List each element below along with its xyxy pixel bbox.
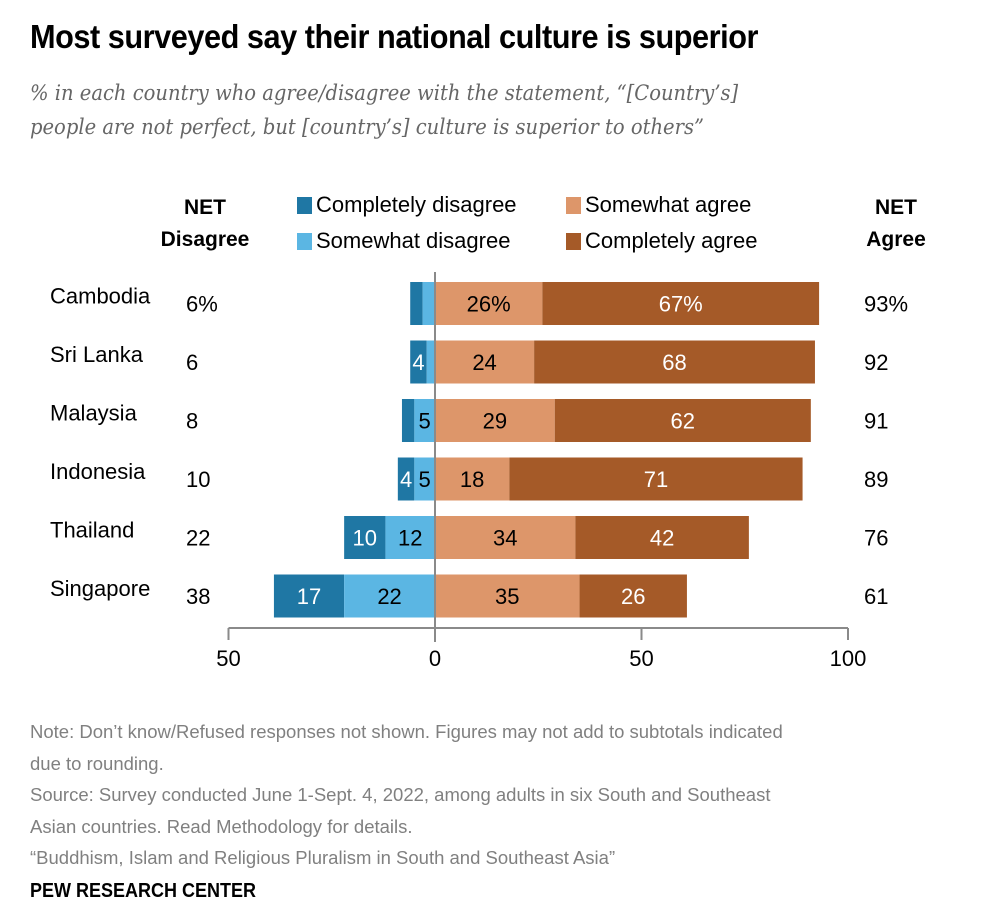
legend-label: Somewhat disagree: [316, 228, 511, 253]
note-line: Note: Don’t know/Refused responses not s…: [30, 721, 783, 742]
net-disagree-value: 6: [186, 350, 198, 375]
bar-value-label: 71: [644, 467, 668, 492]
bar-completely-agree: [579, 574, 687, 618]
notes: Note: Don’t know/Refused responses not s…: [30, 716, 980, 874]
bar-value-label: 5: [419, 409, 431, 434]
bar-somewhat-agree: [435, 282, 543, 325]
net-agree-value: 89: [864, 467, 888, 492]
chart-plot: Cambodia 6% 93%26% 67%Sri Lanka 6 924 24 68Mala…: [50, 272, 908, 671]
legend-label: Completely disagree: [316, 192, 517, 217]
chart-subtitle: % in each country who agree/disagree wit…: [30, 76, 904, 144]
bar-completely-agree: [542, 282, 820, 325]
category-label: Sri Lanka: [50, 342, 144, 367]
bar-completely-disagree: [273, 574, 345, 618]
legend-swatch-somewhat-agree: [566, 196, 581, 214]
legend-label: Completely agree: [585, 228, 758, 253]
bar-somewhat-agree: [435, 457, 510, 501]
bar-somewhat-agree: [435, 399, 555, 442]
bar-somewhat-disagree: [414, 399, 435, 442]
bar-somewhat-agree: [435, 574, 580, 618]
bar-value-label: 34: [493, 526, 517, 551]
legend-swatch-completely-agree: [566, 232, 581, 250]
bar-value-label: 42: [650, 526, 674, 551]
net-agree-value: 61: [864, 584, 888, 609]
bar-value-label: 68: [662, 350, 686, 375]
bar-value-label: 29: [483, 409, 507, 434]
bar-somewhat-disagree: [414, 457, 435, 501]
bar-value-label: 26%: [467, 292, 511, 317]
bar-completely-agree: [509, 457, 803, 501]
legend-swatch-somewhat-disagree: [297, 232, 312, 250]
note-line: due to rounding.: [30, 752, 164, 774]
net-agree-header: NET Agree: [850, 192, 942, 256]
category-label: Malaysia: [50, 401, 138, 426]
subtitle-line: people are not perfect, but [country’s] …: [30, 115, 704, 139]
bar-value-label: 67%: [659, 292, 703, 317]
net-agree-value: 93%: [864, 292, 908, 317]
legend-label: Somewhat agree: [585, 192, 752, 217]
net-disagree-value: 38: [186, 584, 210, 609]
net-agree-value: 92: [864, 350, 888, 375]
source-line: Source: Survey conducted June 1-Sept. 4,…: [30, 784, 771, 805]
bar-completely-disagree: [401, 399, 415, 442]
bar-value-label: 35: [495, 584, 519, 609]
net-disagree-header: NET Disagree: [150, 192, 260, 256]
category-label: Cambodia: [50, 284, 151, 309]
report-title-line: “Buddhism, Islam and Religious Pluralism…: [30, 847, 616, 868]
bar-somewhat-disagree: [422, 282, 435, 325]
x-tick-label: 0: [429, 646, 441, 671]
bar-somewhat-disagree: [426, 340, 435, 384]
category-label: Singapore: [50, 576, 150, 601]
chart-title: Most surveyed say their national culture…: [30, 18, 758, 55]
bar-somewhat-agree: [435, 516, 576, 559]
net-agree-header-line2: Agree: [866, 228, 926, 251]
source-line: Asian countries. Read Methodology for de…: [30, 815, 413, 837]
net-disagree-value: 8: [186, 409, 198, 434]
net-agree-value: 76: [864, 526, 888, 551]
legend-completely-agree: Completely agree: [566, 228, 757, 254]
category-label: Thailand: [50, 518, 134, 543]
bar-value-label: 24: [472, 350, 496, 375]
bar-value-label: 22: [377, 584, 401, 609]
net-agree-value: 91: [864, 409, 888, 434]
bar-value-label: 5: [419, 467, 431, 492]
net-disagree-value: 22: [186, 526, 210, 551]
bar-value-label: 17: [297, 584, 321, 609]
bar-completely-agree: [554, 399, 811, 442]
bar-completely-disagree: [410, 282, 423, 325]
legend-completely-disagree: Completely disagree: [297, 192, 517, 218]
net-disagree-value: 6%: [186, 292, 218, 317]
net-agree-header-line1: NET: [875, 196, 917, 219]
bar-completely-agree: [575, 516, 749, 559]
bar-completely-disagree: [344, 516, 386, 559]
bar-completely-disagree: [397, 457, 415, 501]
bar-value-label: 12: [398, 526, 422, 551]
net-disagree-value: 10: [186, 467, 210, 492]
bar-completely-agree: [534, 340, 815, 384]
legend-somewhat-disagree: Somewhat disagree: [297, 228, 510, 254]
bar-value-label: 4: [400, 467, 412, 492]
category-label: Indonesia: [50, 459, 146, 484]
bar-value-label: 18: [460, 467, 484, 492]
bar-value-label: 10: [353, 526, 377, 551]
legend-swatch-completely-disagree: [297, 196, 312, 214]
net-disagree-header-line2: Disagree: [160, 228, 250, 251]
bar-somewhat-agree: [435, 340, 535, 384]
pew-research-center-logo: PEW RESEARCH CENTER: [30, 880, 257, 902]
bar-somewhat-disagree: [344, 574, 435, 618]
x-tick-label: 50: [629, 646, 653, 671]
net-disagree-header-line1: NET: [184, 196, 226, 219]
bar-value-label: 62: [671, 409, 695, 434]
bar-value-label: 26: [621, 584, 645, 609]
legend-somewhat-agree: Somewhat agree: [566, 192, 751, 218]
bar-value-label: 4: [412, 350, 424, 375]
bar-completely-disagree: [410, 340, 427, 384]
subtitle-line: % in each country who agree/disagree wit…: [30, 81, 739, 105]
x-tick-label: 50: [216, 646, 240, 671]
bar-somewhat-disagree: [385, 516, 435, 559]
x-tick-label: 100: [830, 646, 867, 671]
